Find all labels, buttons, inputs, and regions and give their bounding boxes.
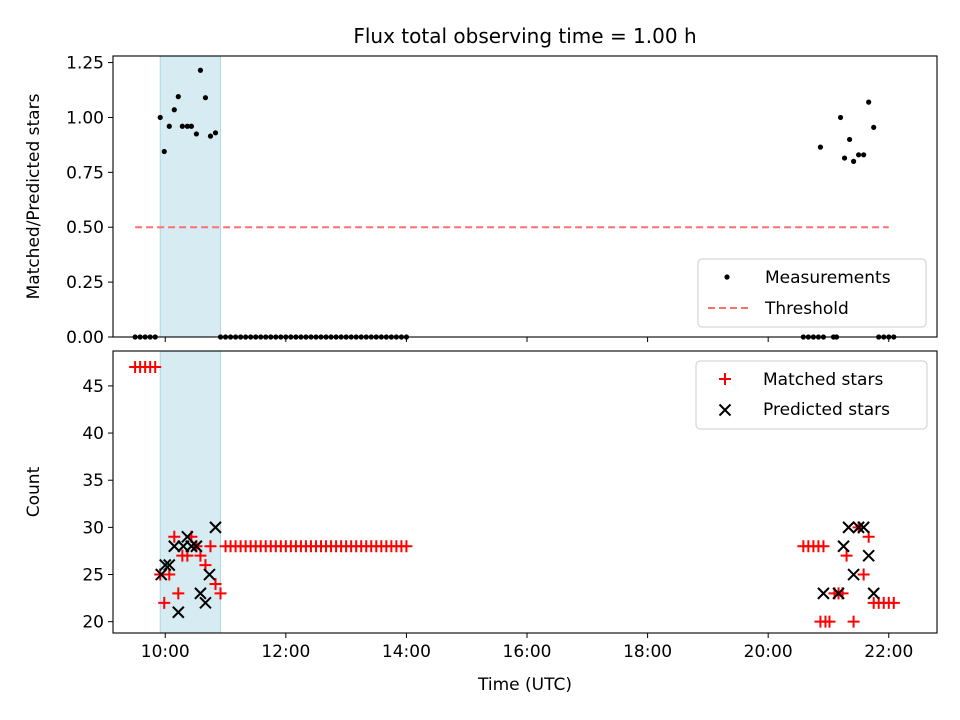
x-tick-label: 16:00 [503, 642, 552, 662]
data-point [161, 148, 167, 155]
data-point [887, 596, 900, 609]
data-point [847, 615, 860, 628]
y-axis-label: Count [24, 466, 44, 517]
legend-label-matched: Matched stars [763, 370, 883, 390]
y-tick-label: 0.75 [66, 163, 104, 183]
y-tick-label: 45 [82, 377, 104, 397]
legend-box [697, 258, 927, 328]
data-point [172, 587, 185, 600]
y-tick-label: 1.25 [66, 54, 104, 74]
x-axis-label: Time (UTC) [477, 675, 572, 695]
data-point [168, 540, 181, 553]
data-point [181, 530, 194, 544]
x-tick-label: 10:00 [141, 642, 190, 662]
data-point [862, 549, 875, 562]
data-point [197, 67, 204, 73]
data-point [212, 130, 219, 136]
data-point [400, 540, 413, 553]
y-tick-label: 0.00 [66, 328, 104, 348]
data-point [817, 587, 830, 600]
series-predicted-stars [155, 521, 880, 619]
data-point [193, 131, 200, 137]
legend-label-predicted: Predicted stars [763, 400, 890, 420]
data-point [188, 123, 194, 129]
legend-marker-measurements [724, 274, 730, 280]
data-point [168, 530, 181, 543]
data-point [171, 107, 177, 113]
data-point [841, 155, 848, 161]
x-tick-label: 20:00 [744, 642, 793, 662]
data-point [857, 521, 870, 534]
data-point [203, 568, 216, 581]
y-tick-label: 0.50 [66, 218, 104, 238]
data-point [846, 136, 853, 143]
data-point [163, 558, 176, 572]
data-point [837, 540, 850, 553]
data-point [207, 133, 214, 139]
data-point [823, 615, 836, 628]
data-point [214, 587, 227, 600]
data-point [179, 123, 185, 129]
chart-title: Flux total observing time = 1.00 h [353, 24, 696, 48]
data-point [194, 587, 207, 600]
legend-marker-predicted [718, 403, 732, 417]
data-point [204, 540, 217, 553]
data-point [852, 521, 865, 534]
y-tick-label: 1.00 [66, 108, 104, 128]
data-point [842, 521, 855, 534]
y-tick-label: 0.25 [66, 273, 104, 293]
y-tick-label: 20 [82, 613, 104, 633]
data-point [149, 361, 162, 374]
flux-ratio-panel: 0.00 0.25 0.50 0.75 1.00 1.25 Flux total obser… [24, 24, 938, 348]
observation-window-highlight [159, 55, 222, 338]
legend-box [695, 360, 928, 430]
data-point [817, 144, 824, 150]
data-point [840, 549, 853, 562]
data-point [166, 123, 172, 129]
series-matched-stars [129, 361, 900, 628]
data-point [175, 94, 181, 100]
data-point [172, 606, 185, 619]
data-point [850, 158, 857, 164]
data-point [832, 587, 845, 600]
data-point [847, 568, 860, 581]
axes-frame [112, 55, 938, 338]
data-point [867, 587, 880, 600]
y-axis-label: Matched/Predicted stars [24, 93, 44, 299]
x-tick-label: 12:00 [261, 642, 310, 662]
data-point [817, 540, 830, 553]
data-point [158, 596, 171, 609]
data-point [159, 558, 172, 572]
data-point [209, 521, 222, 534]
data-point [184, 123, 190, 129]
data-point [837, 114, 844, 121]
observation-window-highlight [159, 350, 222, 634]
x-tick-label: 14:00 [382, 642, 431, 662]
legend-label-measurements: Measurements [765, 268, 891, 288]
y-tick-label: 30 [82, 518, 104, 538]
x-tick-label: 22:00 [864, 642, 913, 662]
y-tick-label: 25 [82, 566, 104, 586]
data-point [871, 124, 877, 130]
data-point [861, 152, 867, 158]
y-tick-label: 40 [82, 424, 104, 444]
x-tick-label: 18:00 [623, 642, 672, 662]
y-tick-label: 35 [82, 471, 104, 491]
legend: Matched stars Predicted stars [695, 360, 928, 430]
data-point [866, 99, 872, 105]
data-point [209, 577, 222, 590]
data-point [856, 152, 862, 158]
legend-marker-matched [719, 373, 731, 385]
axes-frame [112, 350, 938, 634]
data-point [185, 540, 198, 553]
data-point [199, 596, 212, 610]
legend-label-threshold: Threshold [764, 299, 849, 319]
legend: Measurements Threshold [697, 258, 927, 328]
data-point [857, 568, 870, 581]
data-point [202, 95, 209, 101]
data-point [157, 114, 163, 121]
star-count-panel: 20 25 30 35 40 45 10:00 12:00 14:00 16:00 18:00 20:… [24, 350, 938, 695]
data-point [190, 540, 203, 553]
